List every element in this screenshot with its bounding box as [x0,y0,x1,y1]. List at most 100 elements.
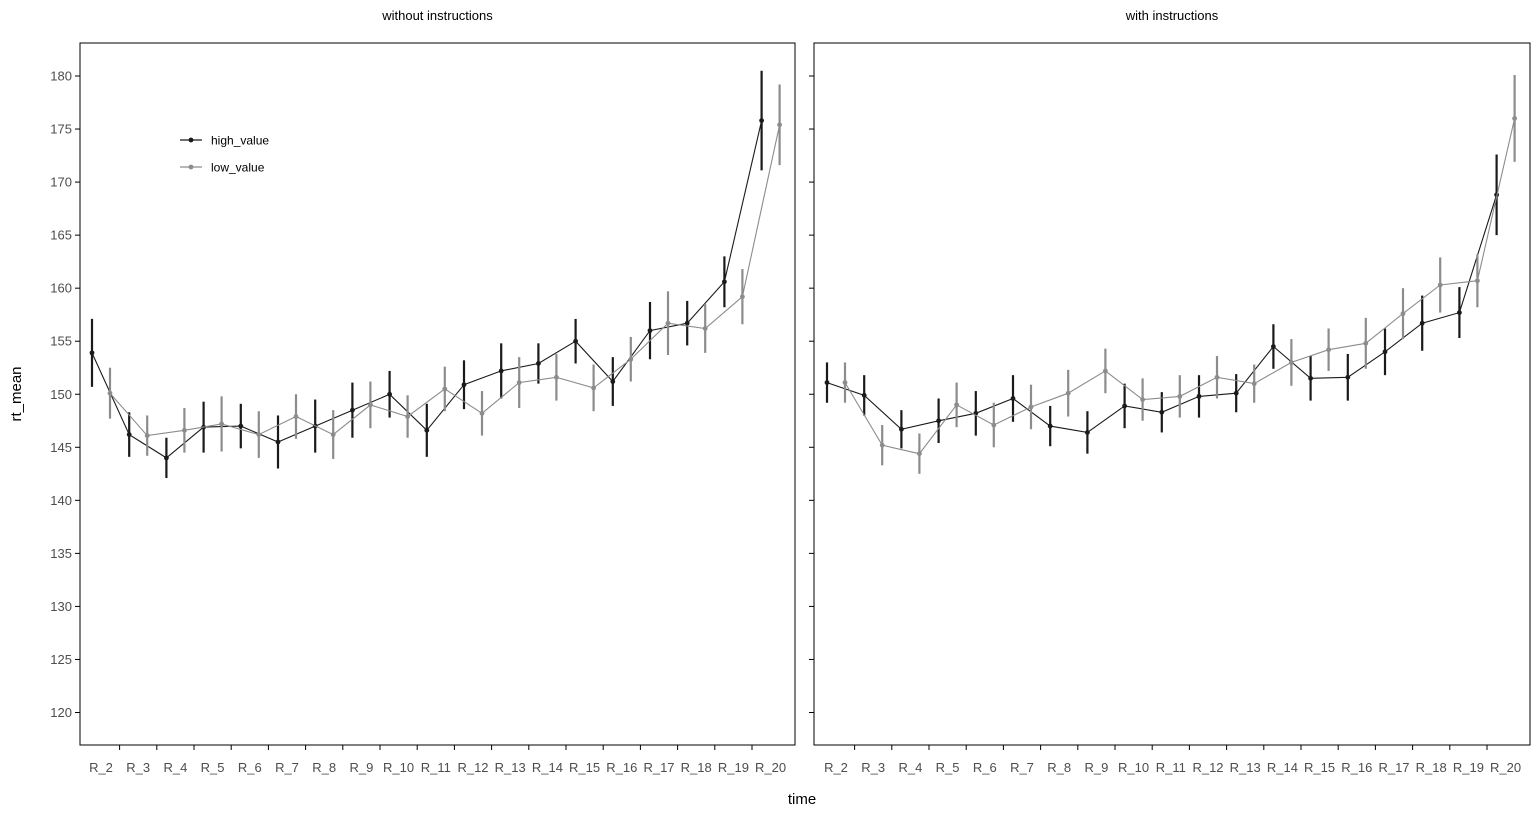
data-point-low_value [991,422,997,428]
x-tick-label: R_8 [312,760,336,775]
data-point-low_value [1028,404,1034,410]
data-point-low_value [842,380,848,385]
data-point-high_value [610,379,616,384]
x-tick-label: R_17 [643,760,674,775]
x-tick-label: R_13 [495,760,526,775]
data-point-high_value [1345,374,1351,380]
legend-marker-low_value [188,164,194,170]
x-tick-label: R_18 [1416,760,1447,775]
x-tick-label: R_20 [1490,760,1521,775]
x-tick-label: R_11 [1156,760,1186,775]
data-point-high_value [573,338,578,344]
data-point-high_value [89,350,95,356]
data-point-high_value [899,426,904,432]
x-tick-label: R_4 [898,760,922,775]
x-tick-label: R_5 [201,760,225,775]
data-point-high_value [164,455,169,461]
data-point-high_value [1122,403,1127,409]
x-tick-label: R_8 [1047,760,1071,775]
legend-marker-high_value [188,137,194,143]
data-point-low_value [1065,390,1071,396]
x-tick-label: R_13 [1230,760,1261,775]
data-point-low_value [1512,116,1517,121]
x-tick-label: R_17 [1378,760,1409,775]
data-point-high_value [1159,409,1165,415]
x-tick-label: R_4 [163,760,187,775]
x-tick-label: R_12 [1192,760,1223,775]
data-point-high_value [387,391,392,397]
y-tick-label: 130 [50,599,72,614]
data-point-high_value [1085,430,1090,435]
data-point-high_value [936,418,941,424]
data-point-high_value [1010,396,1016,401]
data-point-low_value [144,433,150,439]
data-point-high_value [684,320,690,326]
y-tick-label: 180 [50,69,72,84]
data-point-low_value [1251,381,1257,387]
data-point-low_value [879,442,885,448]
data-point-low_value [1400,311,1406,317]
data-point-low_value [219,421,225,427]
data-point-high_value [126,432,132,437]
data-point-low_value [1289,360,1294,365]
y-tick-label: 120 [50,705,72,720]
x-tick-label: R_12 [457,760,488,775]
data-point-low_value [702,326,708,331]
data-point-low_value [1177,393,1183,399]
data-point-low_value [628,356,634,362]
data-point-low_value [1363,340,1369,346]
data-point-low_value [954,402,959,408]
data-point-high_value [722,279,727,285]
x-tick-label: R_14 [532,760,563,775]
y-tick-label: 160 [50,281,72,296]
data-point-low_value [1437,282,1443,288]
data-point-high_value [1419,320,1425,326]
data-point-low_value [368,402,373,408]
data-point-high_value [1457,310,1462,315]
data-point-high_value [350,407,355,413]
data-point-low_value [1140,397,1145,402]
data-point-low_value [777,122,782,128]
data-point-low_value [1475,278,1480,284]
x-tick-label: R_6 [238,760,262,775]
data-point-low_value [516,380,522,385]
x-tick-label: R_15 [569,760,600,775]
x-tick-label: R_7 [1010,760,1034,775]
y-tick-label: 170 [50,175,72,190]
y-tick-label: 145 [50,440,72,455]
x-tick-label: R_2 [824,760,848,775]
data-point-high_value [238,423,244,429]
x-tick-label: R_10 [1118,760,1149,775]
data-point-high_value [824,380,830,385]
data-point-high_value [536,361,541,366]
y-tick-label: 155 [50,334,72,349]
data-point-high_value [1271,344,1276,349]
data-point-low_value [665,320,671,326]
data-point-high_value [424,427,430,433]
data-point-high_value [275,439,281,445]
data-point-low_value [256,432,262,437]
x-tick-label: R_18 [681,760,712,775]
x-tick-label: R_16 [606,760,637,775]
data-point-high_value [1382,349,1388,355]
panel-frame [813,42,1531,746]
x-tick-label: R_9 [1084,760,1108,775]
x-tick-label: R_19 [718,760,749,775]
data-point-low_value [405,414,410,419]
legend-label-low_value: low_value [211,161,265,175]
data-point-low_value [293,414,299,419]
data-point-high_value [461,382,467,388]
data-point-low_value [1214,374,1220,380]
y-tick-label: 150 [50,387,72,402]
data-point-low_value [917,451,922,457]
data-point-low_value [479,410,485,416]
x-tick-label: R_7 [275,760,299,775]
x-tick-label: R_10 [383,760,414,775]
data-point-low_value [591,385,596,391]
x-tick-label: R_15 [1304,760,1335,775]
panel-title: without instructions [381,8,493,23]
panel-title: with instructions [1125,8,1219,23]
legend-label-high_value: high_value [211,134,269,148]
y-axis-label: rt_mean [8,366,25,421]
